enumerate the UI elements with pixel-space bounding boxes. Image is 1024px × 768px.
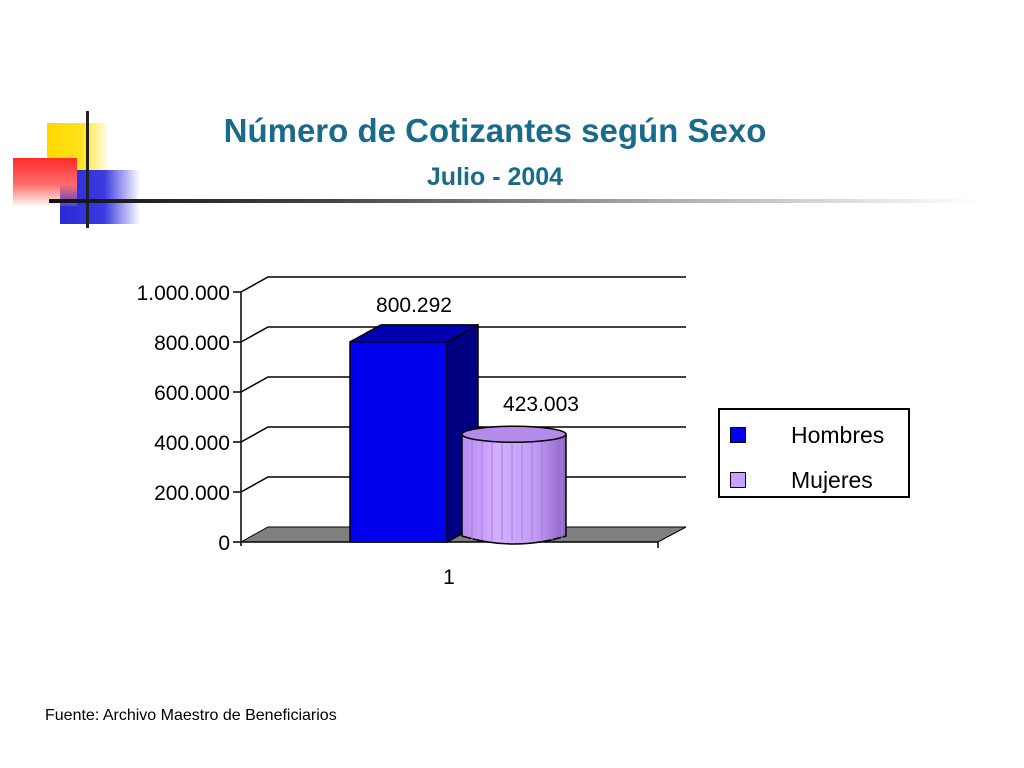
y-tick-label: 1.000.000 [137,282,230,305]
bar-hombres [349,341,448,543]
chart-bars [349,323,567,545]
legend-item-mujeres: Mujeres [730,466,873,493]
bar-mujeres [461,433,567,545]
data-label-mujeres: 423.003 [503,393,579,416]
chart-labels: 0 200.000 400.000 600.000 800.000 1.000.000 1 8… [137,282,579,589]
bar-mujeres-top [461,425,567,443]
decor-vertical-line [86,111,89,228]
legend-swatch-mujeres [730,472,746,488]
gridline [240,426,686,443]
decor-red-square [13,158,77,206]
gridline [240,376,686,393]
x-tick-label: 1 [443,566,455,589]
y-tick-label: 600.000 [154,382,230,405]
legend-swatch-hombres [730,427,746,443]
source-note: Fuente: Archivo Maestro de Beneficiarios [45,707,337,724]
y-tick-label: 400.000 [154,432,230,455]
chart-legend: Hombres Mujeres [718,408,910,498]
legend-item-hombres: Hombres [730,421,885,448]
gridline [240,326,686,343]
legend-label-mujeres: Mujeres [791,466,873,493]
data-label-hombres: 800.292 [376,294,452,317]
slide-title: Número de Cotizantes según Sexo [223,112,767,149]
slide-subtitle: Julio - 2004 [426,163,564,191]
y-tick-label: 200.000 [154,482,230,505]
legend-label-hombres: Hombres [791,421,885,448]
y-tick-label: 0 [218,532,230,555]
gridline [240,276,686,293]
decor-horizontal-line [49,199,979,203]
chart-axes [233,291,659,548]
y-tick-label: 800.000 [154,332,230,355]
